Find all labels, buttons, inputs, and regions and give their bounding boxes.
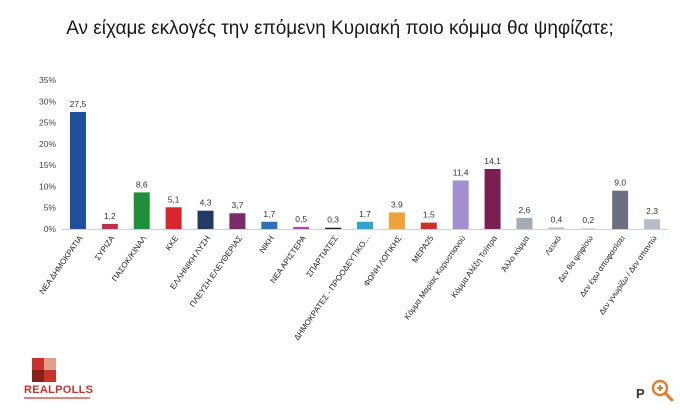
y-tick-label: 30% bbox=[39, 96, 56, 106]
data-label: 9,0 bbox=[614, 178, 626, 188]
y-tick-label: 5% bbox=[44, 203, 57, 213]
bar bbox=[69, 111, 86, 229]
zoom-icon[interactable] bbox=[650, 378, 674, 402]
y-tick-label: 10% bbox=[39, 181, 56, 191]
data-label: 1,2 bbox=[104, 211, 116, 221]
x-tick-label: ΠΑΣΟΚ/ΚΙΝΑΛ bbox=[110, 233, 149, 283]
y-tick-label: 25% bbox=[39, 118, 56, 128]
y-tick-label: 15% bbox=[39, 160, 56, 170]
data-label: 14,1 bbox=[484, 156, 501, 166]
bar bbox=[165, 207, 182, 229]
data-label: 0,4 bbox=[550, 214, 562, 224]
bar bbox=[261, 221, 278, 229]
bar bbox=[452, 180, 469, 229]
data-label: 0,3 bbox=[327, 215, 339, 225]
x-tick-label: Κόμμα Μαρίας Καρυστιανού bbox=[402, 234, 467, 321]
bar bbox=[644, 219, 661, 229]
data-label: 8,6 bbox=[136, 179, 148, 189]
data-label: 0,5 bbox=[295, 214, 307, 224]
data-label: 5,1 bbox=[168, 194, 180, 204]
corner-logo: P bbox=[636, 386, 645, 401]
x-tick-label: ΜΕΡΑ25 bbox=[410, 234, 435, 265]
data-label: 1,5 bbox=[423, 210, 435, 220]
bar bbox=[388, 212, 405, 229]
x-tick-label: Λευκό bbox=[543, 234, 563, 257]
data-label: 11,4 bbox=[453, 167, 469, 177]
bar bbox=[133, 192, 150, 229]
bar bbox=[357, 221, 373, 229]
data-label: 27,5 bbox=[70, 99, 87, 109]
x-tick-label: ΝΕΑ ΔΗΜΟΚΡΑΤΙΑ bbox=[38, 233, 85, 295]
y-tick-label: 20% bbox=[39, 139, 56, 149]
bar bbox=[580, 228, 597, 229]
data-label: 1,7 bbox=[263, 209, 275, 219]
bar bbox=[197, 210, 214, 229]
realpolls-logo-icon bbox=[32, 358, 56, 382]
data-label: 2,3 bbox=[646, 206, 658, 216]
bar bbox=[293, 226, 310, 229]
data-label: 3,7 bbox=[232, 200, 244, 210]
data-label: 4,3 bbox=[200, 198, 212, 208]
y-tick-label: 0% bbox=[44, 224, 57, 234]
data-label: 2,6 bbox=[519, 205, 531, 215]
data-label: 3,9 bbox=[391, 199, 403, 209]
bar bbox=[420, 222, 437, 229]
chart-title: Αν είχαμε εκλογές την επόμενη Κυριακή πο… bbox=[66, 18, 614, 39]
bar bbox=[484, 168, 501, 229]
bar bbox=[612, 190, 629, 229]
bar bbox=[516, 217, 533, 229]
x-tick-label: ΣΥΡΙΖΑ bbox=[93, 233, 117, 262]
bar bbox=[229, 213, 246, 229]
x-tick-label: Δεν γνωρίζω / Δεν απαντώ bbox=[597, 234, 658, 316]
bar bbox=[548, 227, 565, 229]
x-tick-label: ΚΚΕ bbox=[164, 234, 181, 252]
logo-underline bbox=[24, 397, 90, 399]
x-tick-label: ΝΙΚΗ bbox=[258, 234, 276, 255]
y-tick-label: 35% bbox=[39, 75, 56, 85]
bar bbox=[325, 227, 342, 229]
x-tick-label: Άλλο κόμμα bbox=[500, 234, 532, 274]
realpolls-logo-text: REALPOLLS bbox=[24, 384, 94, 396]
data-label: 1,7 bbox=[359, 209, 371, 219]
data-label: 0,2 bbox=[582, 215, 594, 225]
bar bbox=[101, 223, 118, 229]
x-tick-label: ΣΠΑΡΤΙΑΤΕΣ bbox=[305, 234, 340, 279]
